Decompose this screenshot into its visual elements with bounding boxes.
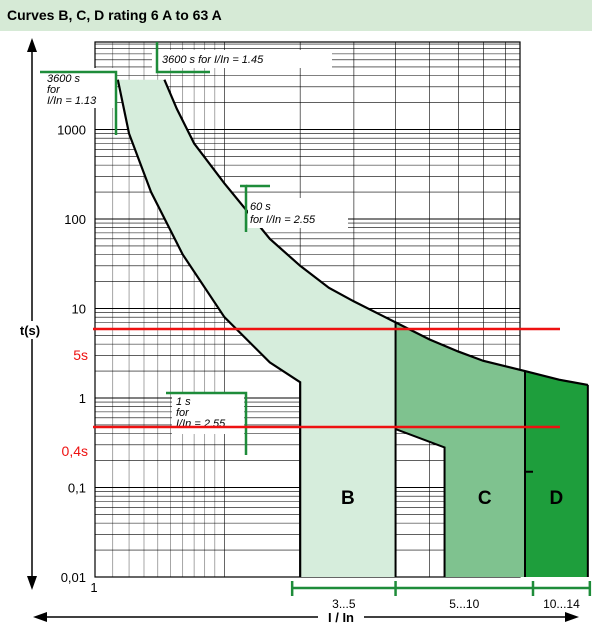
band-c-left-edge <box>395 428 446 577</box>
y-tick-label: 0,1 <box>68 481 86 496</box>
title-bar: Curves B, C, D rating 6 A to 63 A <box>0 0 592 31</box>
annot-box <box>248 198 348 228</box>
annot-60s-line: 60 s <box>250 201 271 213</box>
threshold-label: 5s <box>73 347 88 363</box>
annot-marker-1-45 <box>155 42 210 74</box>
axes-layer: t(s) 0,01 0,1 1 10 100 1000 1 3...5 5...10 10...14… <box>16 38 592 624</box>
annot-3600s-1-13-line: 3600 s <box>47 73 81 85</box>
y-axis-label: t(s) <box>20 323 40 338</box>
annot-marker-1-13 <box>40 70 118 135</box>
annot-marker-1s <box>166 391 248 455</box>
band-range-label: 10...14 <box>543 597 580 611</box>
annot-60s-line: for I/In = 2.55 <box>250 214 316 226</box>
annot-3600s-1-13-line: I/In = 1.13 <box>47 95 97 107</box>
band-letter-b: B <box>341 488 355 509</box>
annot-1s-line: 1 s <box>176 396 191 408</box>
annot-1s-line: for <box>176 407 190 419</box>
y-tick-label: 10 <box>72 302 86 317</box>
y-tick-label: 1000 <box>57 123 86 138</box>
x-axis-label: I / In <box>328 610 354 624</box>
y-axis-arrowhead-down <box>27 576 37 590</box>
lower-trip-curve <box>116 79 302 577</box>
band-range-label: 3...5 <box>332 597 356 611</box>
y-tick-label: 0,01 <box>61 570 86 585</box>
band-letter-d: D <box>550 488 564 509</box>
threshold-label: 0,4s <box>62 443 88 459</box>
x-axis-arrowhead-left <box>33 612 47 622</box>
annot-box <box>152 50 332 68</box>
annot-3600s-1-45: 3600 s for I/In = 1.45 <box>162 54 264 66</box>
annot-box <box>44 68 116 108</box>
y-tick-label: 1 <box>79 391 86 406</box>
chart-title: Curves B, C, D rating 6 A to 63 A <box>7 7 222 23</box>
band-d-area <box>525 371 588 577</box>
x-tick-label: 1 <box>90 580 97 595</box>
x-axis-label-bg <box>318 609 364 624</box>
band-c-area <box>395 322 525 577</box>
annot-3600s-1-13-line: for <box>47 84 61 96</box>
band-d-left-edge <box>524 371 533 577</box>
band-letter-c: C <box>478 488 492 509</box>
y-axis-arrowhead-up <box>27 38 37 52</box>
band-range-label: 5...10 <box>449 597 479 611</box>
upper-trip-curve <box>163 79 589 387</box>
curves-layer: B C D <box>116 79 589 577</box>
x-axis-arrowhead-right <box>565 612 579 622</box>
y-axis-label-bg <box>16 321 44 339</box>
y-tick-label: 100 <box>64 212 86 227</box>
